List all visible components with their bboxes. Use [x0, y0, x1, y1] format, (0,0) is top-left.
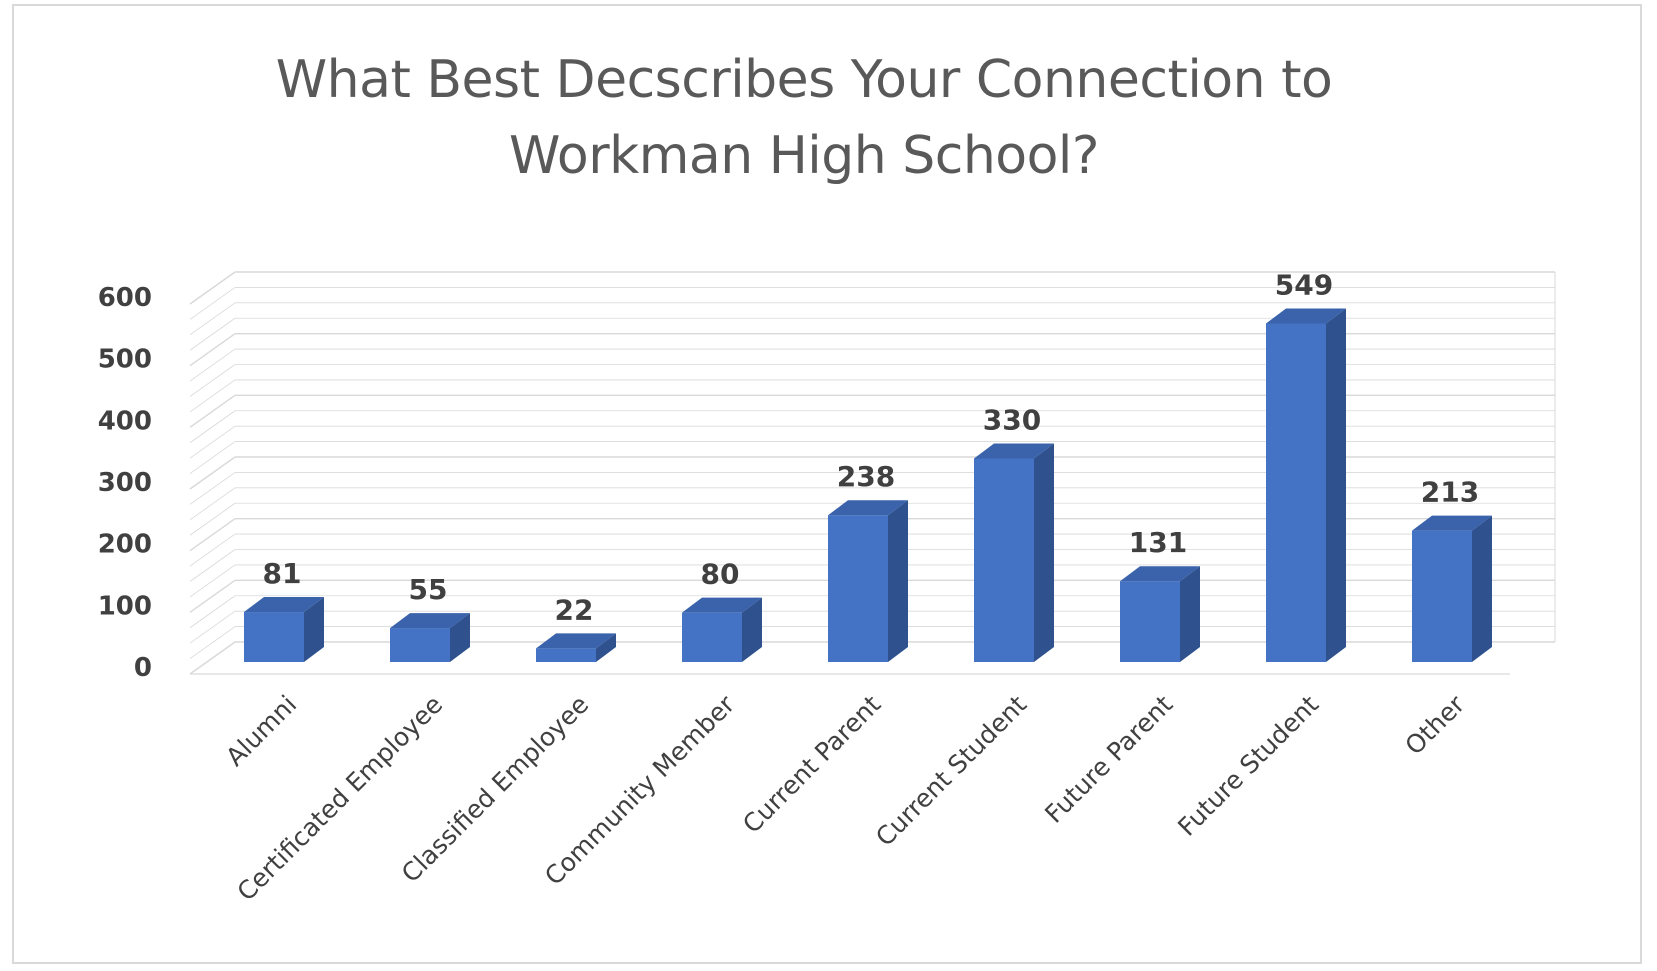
gridline-side: [189, 472, 236, 505]
bar-top: [390, 613, 470, 629]
bar-top: [682, 597, 762, 613]
chart-title-line-1: What Best Decscribes Your Connection to: [275, 50, 1333, 110]
bar-front: [1412, 530, 1472, 662]
bar-side: [450, 613, 470, 662]
bar: [682, 597, 762, 662]
gridline-side: [189, 549, 236, 582]
bar-front: [1120, 581, 1180, 662]
data-label: 213: [1421, 476, 1479, 509]
bar-front: [682, 612, 742, 662]
x-tick-label: Future Parent: [1039, 690, 1178, 829]
gridline-side: [189, 317, 236, 351]
bar-front: [1266, 323, 1326, 662]
gridline-side: [189, 425, 236, 459]
gridline-side: [189, 394, 236, 428]
chart-title-line-2: Workman High School?: [509, 126, 1099, 186]
gridline-side: [189, 626, 236, 659]
y-tick-label: 200: [98, 530, 152, 560]
bar-side: [1180, 566, 1200, 662]
gridline-side: [189, 502, 236, 536]
data-label: 81: [263, 557, 302, 590]
gridline-side: [189, 610, 236, 644]
chart-title: What Best Decscribes Your Connection to …: [14, 42, 1594, 194]
bar-side: [888, 500, 908, 662]
bar-top: [244, 597, 324, 613]
gridline-side: [189, 518, 236, 552]
data-label: 131: [1129, 526, 1187, 559]
bar-side: [596, 633, 616, 662]
bar-side: [304, 597, 324, 662]
gridline-side: [189, 564, 236, 598]
gridline-side: [189, 333, 236, 367]
y-axis-ticks: 0 100 200 300 400 500 600: [98, 283, 152, 683]
bar-side: [1472, 515, 1492, 662]
bar-top: [536, 633, 616, 649]
bar-top: [1120, 566, 1200, 582]
data-label: 22: [555, 593, 594, 626]
x-tick-label: Future Student: [1172, 690, 1324, 842]
gridline-side: [189, 441, 236, 474]
gridline-side: [189, 271, 236, 305]
gridline-side: [189, 379, 236, 413]
bar: [828, 500, 908, 662]
data-label: 80: [701, 558, 740, 591]
data-label: 238: [837, 460, 895, 493]
chart-frame: What Best Decscribes Your Connection to …: [12, 4, 1642, 964]
gridline-side: [189, 348, 236, 382]
y-tick-label: 300: [98, 468, 152, 498]
data-label: 330: [983, 404, 1041, 437]
bar-top: [974, 443, 1054, 459]
bar-front: [828, 515, 888, 662]
gridline-side: [189, 410, 236, 444]
data-labels: 81 55 22 80 238 330 131 549 213: [263, 268, 1480, 626]
y-tick-label: 0: [134, 653, 152, 683]
data-label: 549: [1275, 268, 1333, 301]
gridline-side: [189, 456, 236, 490]
bar-top: [828, 500, 908, 516]
bar: [244, 597, 324, 662]
gridline-side: [189, 533, 236, 567]
x-tick-label: Current Parent: [737, 690, 886, 839]
bar: [974, 443, 1054, 662]
x-tick-label: Alumni: [220, 690, 302, 772]
bar-front: [390, 628, 450, 662]
data-label: 55: [409, 573, 448, 606]
gridline-side: [189, 641, 236, 675]
gridline-side: [189, 364, 236, 397]
gridline-side: [189, 287, 236, 320]
x-tick-label: Current Student: [870, 690, 1032, 852]
bars: [244, 308, 1492, 662]
bar-front: [536, 648, 596, 662]
y-tick-label: 100: [98, 591, 152, 621]
gridline-side: [189, 595, 236, 629]
bar-top: [1412, 515, 1492, 531]
gridline-side: [189, 579, 236, 613]
bar-side: [742, 597, 762, 662]
y-tick-label: 400: [98, 406, 152, 436]
y-tick-label: 600: [98, 283, 152, 313]
bar: [1412, 515, 1492, 662]
bar: [1120, 566, 1200, 662]
bar-front: [974, 458, 1034, 662]
y-tick-label: 500: [98, 345, 152, 375]
bar: [1266, 308, 1346, 662]
gridline-side: [189, 487, 236, 521]
bar-front: [244, 612, 304, 662]
bar: [390, 613, 470, 662]
x-tick-label: Other: [1400, 689, 1471, 760]
bar-side: [1034, 443, 1054, 662]
bar: [536, 633, 616, 662]
bar-top: [1266, 308, 1346, 324]
gridline-side: [189, 302, 236, 336]
bar-side: [1326, 308, 1346, 662]
